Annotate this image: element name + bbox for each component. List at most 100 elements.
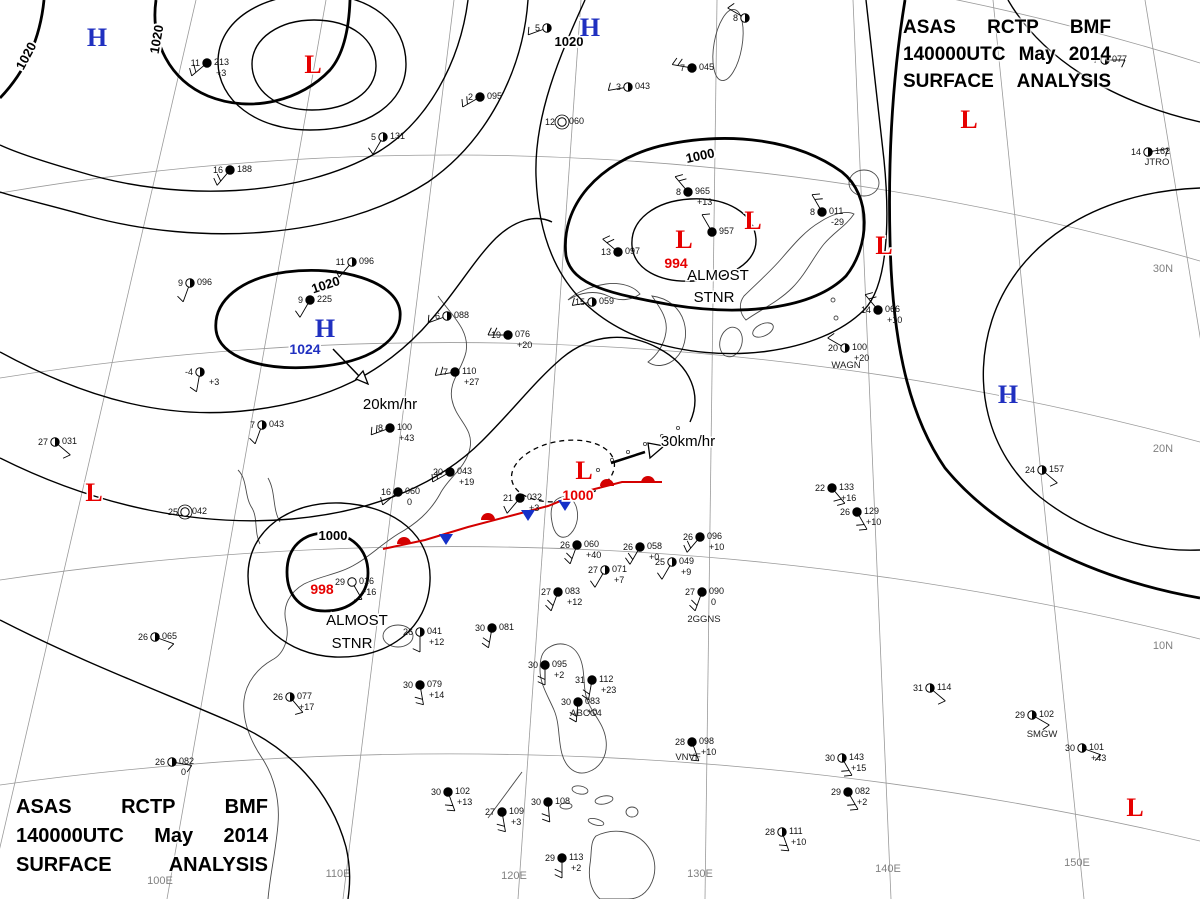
- cloud-cover-symbol: [515, 493, 525, 503]
- cloud-cover-symbol: [707, 227, 717, 237]
- map-text: 140E: [875, 863, 901, 875]
- station-plot: 11 213+3: [189, 57, 229, 78]
- cloud-cover-symbol: [225, 165, 235, 175]
- map-text: ALMOST: [326, 612, 388, 629]
- cloud-cover-symbol: [683, 187, 693, 197]
- map-text: 16: [213, 165, 223, 175]
- station-plot: 19 076+20: [487, 327, 532, 350]
- map-text: 30: [431, 787, 441, 797]
- map-text: 043: [269, 419, 284, 429]
- map-text: +10: [709, 542, 724, 552]
- map-text: 097: [625, 246, 640, 256]
- map-text: +12: [567, 597, 582, 607]
- map-text: 077: [1112, 54, 1127, 64]
- map-text: ABCC4: [570, 708, 602, 719]
- station-plot: 14 162: [1131, 146, 1170, 157]
- map-text: H: [87, 23, 107, 52]
- station-plot: 3 043: [607, 81, 650, 92]
- map-text: 30: [561, 697, 571, 707]
- map-text: +10: [701, 747, 716, 757]
- station-plot: 957: [701, 213, 734, 237]
- map-text: 060: [569, 116, 584, 126]
- map-text: 1000: [684, 145, 715, 166]
- map-text: +16: [361, 587, 376, 597]
- map-text: 059: [599, 296, 614, 306]
- map-text: 1020: [147, 24, 167, 55]
- isobar-line: [0, 0, 469, 192]
- map-text: 1000: [319, 528, 348, 543]
- map-text: 1020: [13, 40, 40, 73]
- station-plot: 27 071+7: [588, 564, 627, 588]
- cold-front-symbol: [439, 534, 453, 545]
- map-text: 102: [455, 786, 470, 796]
- map-text: 5: [535, 23, 540, 33]
- map-text: 081: [499, 622, 514, 632]
- isobar-line: [214, 268, 402, 370]
- map-text: 9: [178, 278, 183, 288]
- map-text: +43: [399, 433, 414, 443]
- cloud-cover-symbol: [180, 507, 190, 517]
- cloud-cover-symbol: [557, 853, 567, 863]
- map-text: 26: [560, 540, 570, 550]
- cloud-cover-symbol: [415, 680, 425, 690]
- map-text: 8: [810, 207, 815, 217]
- map-text: 20: [433, 467, 443, 477]
- front-layer: [382, 439, 662, 550]
- map-text: 7: [250, 420, 255, 430]
- map-text: 120E: [501, 870, 527, 882]
- cold-front-symbol: [521, 510, 535, 521]
- station-plot: 5 131: [368, 131, 405, 155]
- cloud-cover-symbol: [843, 787, 853, 797]
- isobar-line: [0, 619, 351, 899]
- station-plot: -4 +3: [185, 367, 219, 393]
- station-plot: 26 058+0: [623, 541, 662, 565]
- cloud-cover-symbol: [827, 483, 837, 493]
- map-text: 998: [310, 581, 334, 597]
- cloud-cover-symbol: [697, 587, 707, 597]
- map-text: 1000: [562, 487, 593, 503]
- map-text: 27: [588, 565, 598, 575]
- station-plot: 25 042: [168, 504, 207, 520]
- cloud-cover-symbol: [475, 92, 485, 102]
- map-text: 095: [552, 659, 567, 669]
- map-text: 058: [647, 541, 662, 551]
- island-dot: [675, 425, 681, 431]
- map-text: 108: [555, 796, 570, 806]
- map-text: 957: [719, 226, 734, 236]
- map-text: -4: [185, 367, 193, 377]
- map-text: 11: [336, 257, 345, 267]
- map-text: 7: [443, 367, 448, 377]
- arrow-layer: [332, 348, 666, 465]
- product-id: ASAS RCTP BMF: [16, 796, 268, 818]
- isobar-line: [153, 0, 352, 106]
- map-text: 8: [733, 13, 738, 23]
- cloud-cover-symbol: [587, 675, 597, 685]
- cloud-cover-symbol: [497, 807, 507, 817]
- station-plot: 9 096: [177, 277, 212, 303]
- map-text: 079: [427, 679, 442, 689]
- station-plot: 31 114: [913, 682, 951, 705]
- map-text: 29: [1015, 710, 1025, 720]
- island: [587, 817, 605, 827]
- cloud-cover-symbol: [487, 623, 497, 633]
- map-text: 9: [298, 295, 303, 305]
- map-text: -29: [831, 217, 844, 227]
- station-plot: 27 109+3: [485, 806, 524, 833]
- map-text: +13: [697, 197, 712, 207]
- cloud-cover-symbol: [443, 787, 453, 797]
- map-text: 157: [1049, 464, 1064, 474]
- map-text: 27: [485, 807, 495, 817]
- map-text: 30: [475, 623, 485, 633]
- station-plot: 7 077: [1093, 54, 1127, 68]
- station-plot: 26 041+12: [403, 626, 444, 653]
- cloud-cover-symbol: [385, 423, 395, 433]
- map-text: +14: [429, 690, 444, 700]
- map-text: 043: [457, 466, 472, 476]
- latitude-line: [0, 342, 1200, 443]
- coastline: [588, 830, 656, 899]
- station-plot: 30 102+13: [431, 786, 472, 812]
